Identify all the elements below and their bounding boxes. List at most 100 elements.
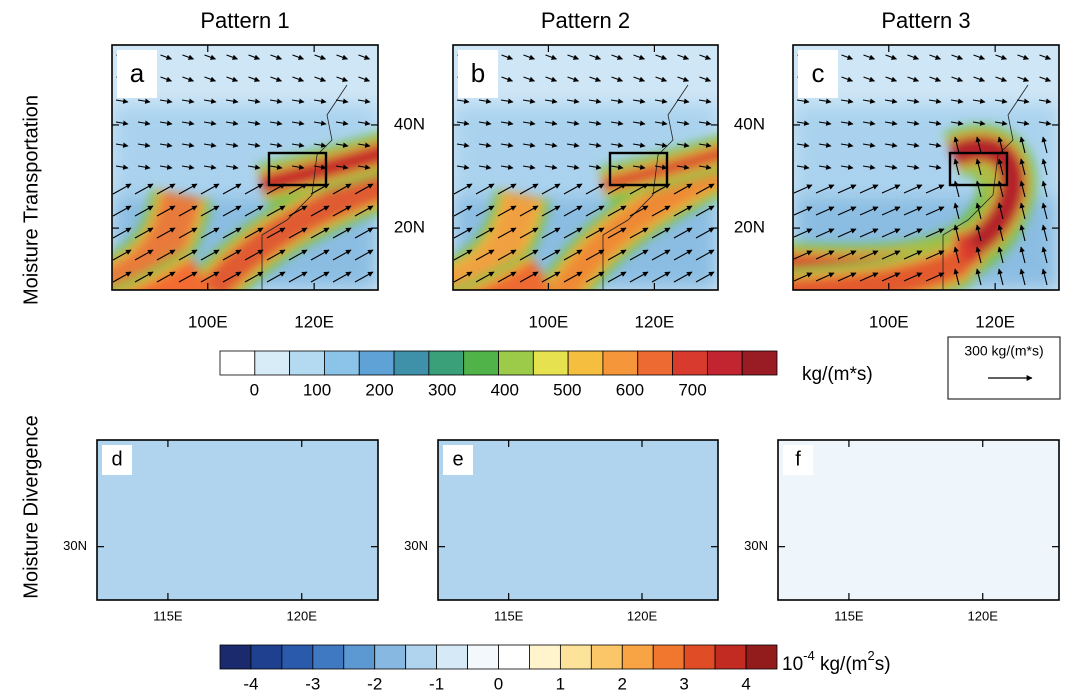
wind-vector [313, 164, 327, 170]
wind-vector [997, 268, 1004, 286]
wind-vector [585, 205, 605, 217]
wind-vector [247, 164, 261, 170]
panel-label: f [795, 448, 801, 470]
wind-vector [607, 205, 627, 217]
wind-vector [545, 54, 558, 60]
colorbar-tick-label: 0 [494, 674, 503, 693]
wind-vector [1041, 246, 1048, 264]
wind-vector [291, 98, 305, 104]
wind-vector [225, 164, 239, 170]
colorbar-box [254, 350, 291, 376]
colorbar-box [289, 350, 325, 376]
wind-vector [673, 249, 693, 261]
field-band [947, 135, 1026, 256]
wind-vector [903, 228, 923, 238]
wind-vector [204, 54, 217, 60]
wind-vector [222, 183, 242, 195]
wind-vector [1019, 136, 1026, 154]
panel-title: Pattern 2 [541, 8, 630, 33]
wind-vector [137, 142, 151, 148]
colorbar-box [405, 644, 438, 670]
wind-vector [840, 164, 854, 170]
colorbar-tick-label: 3 [679, 674, 688, 693]
wind-vector [519, 227, 539, 239]
colorbar-box [714, 644, 747, 670]
wind-vector [881, 228, 901, 238]
wind-vector [178, 249, 198, 261]
y-tick-label: 40N [394, 114, 425, 133]
colorbar-tick-label: 100 [303, 380, 331, 399]
wind-vector [247, 98, 261, 104]
colorbar-tick-label: -1 [429, 674, 444, 693]
colorbar-tick-label: -2 [367, 674, 382, 693]
wind-vector [906, 164, 920, 170]
target-box [608, 151, 669, 187]
wind-vector [585, 271, 605, 283]
colorbar-tick-label: -3 [305, 674, 320, 693]
wind-vector [698, 120, 712, 126]
wind-vector [677, 54, 690, 60]
wind-vector [907, 76, 920, 82]
wind-vector [997, 158, 1004, 176]
field-band [793, 246, 970, 290]
wind-vector [266, 205, 286, 217]
wind-vector [358, 76, 371, 82]
wind-vector [629, 205, 649, 217]
wind-vector [815, 206, 835, 216]
wind-vector [336, 54, 349, 60]
wind-vector [335, 164, 349, 170]
wind-vector [796, 98, 810, 104]
wind-vector [818, 98, 832, 104]
colorbar-box [219, 350, 256, 376]
wind-vector [453, 227, 473, 239]
wind-vector [178, 227, 198, 239]
wind-vector [629, 227, 649, 239]
wind-vector [357, 98, 371, 104]
wind-vector [997, 202, 1004, 220]
wind-vector [497, 205, 517, 217]
wind-vector [975, 224, 982, 242]
wind-vector [607, 249, 627, 261]
wind-vector [497, 249, 517, 261]
coastline [942, 84, 1029, 290]
x-tick-label: 120E [635, 312, 675, 331]
wind-vector [115, 120, 129, 126]
wind-vector [156, 227, 176, 239]
wind-vector [115, 142, 129, 148]
wind-vector [200, 271, 220, 283]
wind-vector [585, 227, 605, 239]
field-background [778, 440, 1059, 600]
wind-vector [973, 54, 986, 60]
panel-label-box [117, 50, 157, 98]
wind-vector [588, 142, 602, 148]
wind-vector [997, 180, 1004, 198]
wind-vector [676, 120, 690, 126]
wind-vector [925, 184, 945, 194]
wind-vector [997, 224, 1004, 242]
unit-part: 10 [782, 654, 803, 675]
wind-vector [607, 271, 627, 283]
wind-vector [478, 98, 492, 104]
wind-vector [292, 54, 305, 60]
wind-vector [291, 142, 305, 148]
wind-vector [632, 142, 646, 148]
wind-vector [673, 227, 693, 239]
wind-vector [1041, 224, 1048, 242]
x-tick-label: 120E [975, 312, 1015, 331]
unit-part: kg/(m [815, 654, 868, 675]
wind-vector [953, 136, 960, 154]
wind-vector [478, 142, 492, 148]
wind-vector [204, 76, 217, 82]
wind-vector [881, 250, 901, 260]
wind-vector [1038, 120, 1052, 126]
wind-vector [796, 120, 810, 126]
wind-vector [863, 54, 876, 60]
wind-vector [1019, 158, 1026, 176]
wind-vector [134, 183, 154, 195]
wind-vector [698, 164, 712, 170]
wind-vector [270, 76, 283, 82]
wind-vector [695, 205, 715, 217]
x-tick-label: 120E [968, 608, 999, 623]
wind-vector [500, 142, 514, 148]
wind-vector [288, 249, 308, 261]
